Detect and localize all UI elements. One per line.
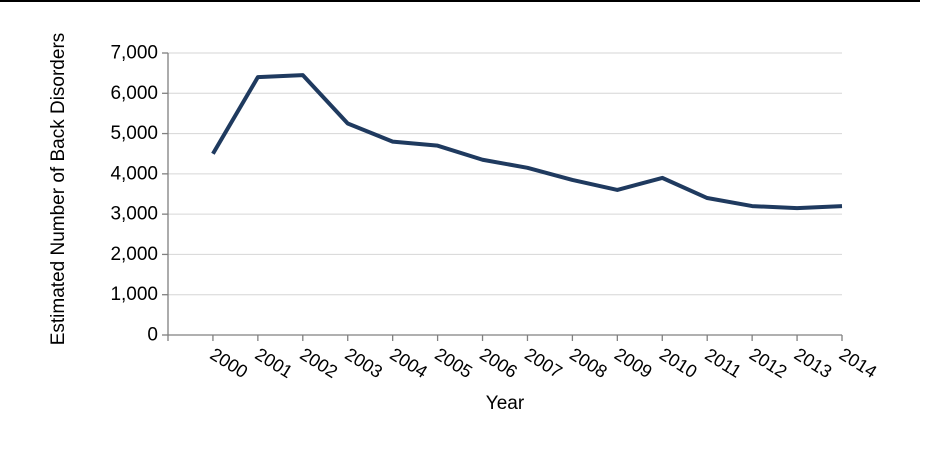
x-axis-title: Year <box>486 393 525 414</box>
y-tick-label: 7,000 <box>110 43 158 64</box>
x-tick-label: 2006 <box>476 344 521 382</box>
x-tick-label: 2009 <box>611 344 656 382</box>
x-tick-label: 2012 <box>746 344 791 382</box>
y-axis-title: Estimated Number of Back Disorders <box>48 33 69 346</box>
series-line <box>211 73 843 211</box>
x-tick-label: 2004 <box>386 344 431 382</box>
x-tick-label: 2014 <box>836 344 881 382</box>
x-tick-label: 2010 <box>656 344 701 382</box>
x-tick-label: 2003 <box>341 344 386 382</box>
x-tick-label: 2007 <box>521 344 566 382</box>
x-tick-label: 2008 <box>566 344 611 382</box>
x-tick-label: 2002 <box>297 344 342 382</box>
y-tick-label: 5,000 <box>110 123 158 144</box>
y-tick-label: 6,000 <box>110 83 158 104</box>
x-tick-label: 2013 <box>791 344 836 382</box>
y-tick-label: 1,000 <box>110 284 158 305</box>
y-tick-label: 4,000 <box>110 163 158 184</box>
x-tick-label: 2011 <box>701 344 744 381</box>
y-tick-label: 3,000 <box>110 204 158 225</box>
plot-area: 0 1,000 2,000 3,000 4,000 5,000 6,000 7,000 2000… <box>110 43 880 383</box>
x-tick-label: 2001 <box>252 344 297 382</box>
image-top-border <box>0 0 920 2</box>
y-tick-label: 2,000 <box>110 244 158 265</box>
y-tick-label: 0 <box>147 325 158 346</box>
x-tick-label: 2000 <box>207 344 252 382</box>
x-tick-label: 2005 <box>431 344 476 382</box>
